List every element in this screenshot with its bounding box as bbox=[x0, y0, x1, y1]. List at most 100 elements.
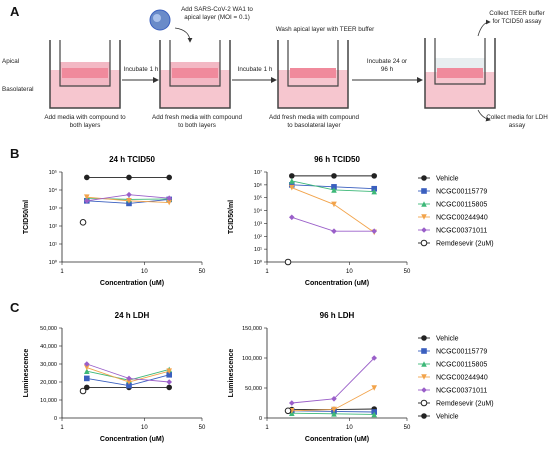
legend-label: NCGC00244940 bbox=[436, 375, 488, 382]
panel-letter-a: A bbox=[10, 4, 20, 19]
y-tick-label: 10¹ bbox=[49, 242, 57, 248]
data-point bbox=[371, 173, 378, 179]
y-tick-label: 100,000 bbox=[242, 356, 262, 362]
transwell-3 bbox=[277, 40, 349, 109]
legend-marker bbox=[421, 335, 427, 341]
data-point bbox=[371, 411, 378, 418]
x-tick-label: 50 bbox=[404, 269, 411, 275]
x-axis-label: Concentration (uM) bbox=[305, 280, 369, 287]
data-point bbox=[126, 379, 132, 385]
legend-label: Vehicle bbox=[436, 336, 459, 343]
data-point bbox=[126, 174, 132, 181]
virus-label: Add SARS-CoV-2 WA1 to apical layer (MOI … bbox=[181, 6, 253, 21]
data-point bbox=[84, 361, 90, 367]
wash-label: Wash apical layer with TEER buffer bbox=[275, 26, 375, 33]
y-tick-label: 10⁴ bbox=[49, 187, 58, 194]
chart-96h-ldh: 96 h LDH 1 10 50 0 50,000 100,000 150,000 Concen… bbox=[228, 311, 411, 443]
data-point bbox=[79, 387, 87, 395]
legend-marker bbox=[421, 413, 427, 419]
series-remdesevir-2um- bbox=[79, 219, 87, 226]
y-tick-label: 10⁵ bbox=[254, 195, 262, 202]
series-ncgc00371011 bbox=[289, 214, 378, 234]
step-2-label: Add fresh media with compound to both la… bbox=[152, 114, 242, 129]
series-remdesevir-2um- bbox=[79, 387, 87, 395]
y-tick-label: 50,000 bbox=[40, 326, 57, 332]
y-tick-label: 10² bbox=[49, 224, 57, 230]
series-remdesevir-2um- bbox=[284, 258, 292, 266]
legend-marker bbox=[421, 201, 427, 207]
legend-marker bbox=[421, 374, 427, 380]
step-3-label: Add fresh media with compound to basolat… bbox=[269, 114, 359, 129]
data-point bbox=[166, 368, 173, 374]
collect-teer-label: Collect TEER buffer for TCID50 assay bbox=[489, 10, 545, 25]
data-point bbox=[79, 219, 87, 226]
series-ncgc00244940 bbox=[84, 364, 173, 385]
data-point bbox=[371, 355, 378, 361]
y-tick-label: 0 bbox=[259, 416, 262, 422]
legend-marker bbox=[421, 348, 427, 354]
chart-title: 24 h LDH bbox=[115, 311, 150, 320]
legend-label: NCGC00371011 bbox=[436, 228, 487, 235]
data-point bbox=[166, 199, 173, 206]
y-tick-label: 10⁵ bbox=[49, 169, 57, 176]
data-point bbox=[331, 228, 337, 234]
x-tick-label: 10 bbox=[141, 269, 148, 275]
legend-label: Remdesevir (2uM) bbox=[436, 401, 494, 408]
virus-icon bbox=[149, 9, 171, 31]
series-ncgc00115805 bbox=[289, 178, 378, 195]
series-ncgc00115779 bbox=[289, 182, 378, 192]
legend-label: NCGC00115805 bbox=[436, 362, 487, 369]
chart-title: 96 h TCID50 bbox=[314, 155, 360, 164]
x-tick-label: 50 bbox=[199, 269, 206, 275]
panel-letter-b: B bbox=[10, 146, 20, 161]
chart-96h-tcid50: 96 h TCID50 1 10 50 10⁰ 10¹ 10² 10³ 10⁴ 10⁵ 10⁶ 10⁷… bbox=[228, 155, 411, 287]
legend-marker bbox=[421, 361, 427, 367]
y-tick-label: 10⁰ bbox=[254, 259, 263, 266]
y-tick-label: 50,000 bbox=[245, 386, 262, 392]
y-tick-label: 30,000 bbox=[40, 362, 57, 368]
legend-marker bbox=[420, 399, 428, 407]
y-tick-label: 10⁴ bbox=[254, 208, 263, 215]
y-tick-label: 10² bbox=[254, 234, 262, 240]
chart-24h-tcid50: 24 h TCID50 1 10 50 10⁰ 10¹ 10² 10³ 10⁴ 10⁵ Concen… bbox=[23, 155, 206, 287]
data-point bbox=[289, 173, 295, 179]
legend-label: NCGC00244940 bbox=[436, 215, 488, 222]
y-tick-label: 10⁶ bbox=[254, 182, 262, 189]
legend-label: NCGC00371011 bbox=[436, 388, 487, 395]
x-tick-label: 1 bbox=[265, 425, 269, 431]
data-point bbox=[371, 185, 378, 192]
y-axis-label: TCID50/ml bbox=[228, 200, 235, 234]
data-point bbox=[166, 379, 173, 385]
legend-label: NCGC00115779 bbox=[436, 189, 487, 196]
y-axis-label: TCID50/ml bbox=[23, 200, 30, 234]
series-ncgc00244940 bbox=[289, 385, 378, 414]
data-point bbox=[289, 400, 295, 406]
data-point bbox=[289, 184, 295, 191]
data-point bbox=[289, 178, 295, 184]
workflow-diagram bbox=[49, 9, 496, 122]
data-point bbox=[166, 372, 173, 378]
y-axis-label: Luminescence bbox=[23, 349, 30, 398]
data-point bbox=[84, 194, 90, 200]
data-point bbox=[331, 406, 337, 413]
legend-marker bbox=[421, 175, 427, 181]
series-vehicle bbox=[84, 174, 173, 181]
x-tick-label: 50 bbox=[199, 425, 206, 431]
data-point bbox=[84, 375, 90, 382]
data-point bbox=[166, 195, 173, 202]
data-point bbox=[371, 385, 378, 391]
legend-b: Vehicle NCGC00115779 NCGC00115805 NCGC00244… bbox=[418, 175, 494, 248]
data-point bbox=[84, 364, 90, 371]
y-tick-label: 10¹ bbox=[254, 247, 262, 253]
data-point bbox=[166, 384, 173, 391]
y-axis-label: Luminescence bbox=[228, 349, 235, 398]
apical-label: Apical bbox=[2, 58, 20, 65]
data-point bbox=[284, 258, 292, 266]
legend-label: NCGC00115805 bbox=[436, 202, 487, 209]
panel-letter-c: C bbox=[10, 300, 20, 315]
incubate-1-label: Incubate 1 h bbox=[123, 66, 159, 73]
legend-marker bbox=[420, 239, 428, 247]
incubate-2-label: Incubate 1 h bbox=[237, 66, 273, 73]
y-tick-label: 20,000 bbox=[40, 380, 57, 386]
data-point bbox=[126, 382, 132, 389]
